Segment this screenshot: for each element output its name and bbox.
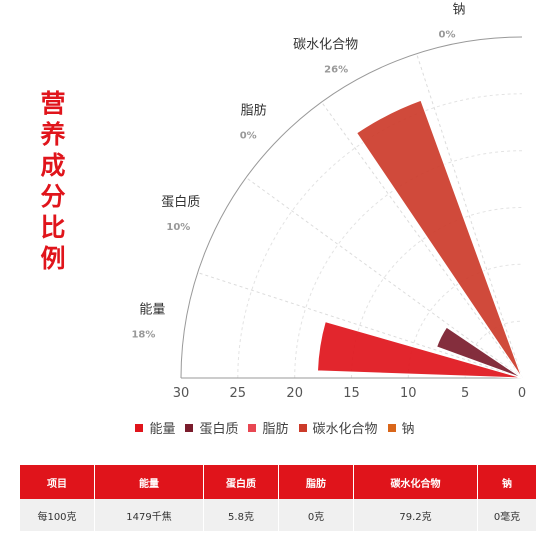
nutrition-table: 项目 能量 蛋白质 脂肪 碳水化合物 钠 每100克 1479千焦 5.8克 0… [20, 465, 536, 531]
legend-swatch [387, 423, 396, 432]
table-cell: 5.8克 [203, 499, 279, 531]
concentric-gridline [464, 320, 523, 379]
side-title-char: 营 [40, 89, 66, 118]
legend-swatch [248, 423, 257, 432]
category-label: 碳水化合物 [293, 37, 358, 52]
category-label: 蛋白质 [161, 194, 200, 210]
legend-label: 脂肪 [262, 422, 289, 437]
table-cell: 0毫克 [477, 499, 536, 531]
table-cell: 0克 [278, 499, 354, 531]
table-cell: 每100克 [20, 499, 95, 531]
legend-item[interactable]: 蛋白质 [185, 418, 238, 437]
radial-tick-label: 10 [400, 386, 417, 401]
concentric-gridline [237, 93, 523, 379]
side-title-char: 例 [40, 244, 66, 273]
side-title-char: 比 [40, 213, 66, 242]
polar-bar-chart: 30 25 20 15 10 5 0 能量 18% 蛋白质 10% 脂肪 0% 碳水化合物 26% 钠 0% [131, 2, 526, 401]
percent-label: 18% [131, 330, 155, 341]
side-title-char: 成 [40, 151, 66, 180]
bar-2 [435, 326, 523, 379]
radial-gridline [197, 272, 523, 379]
side-title-char: 分 [40, 182, 66, 211]
table-row: 每100克 1479千焦 5.8克 0克 79.2克 0毫克 [20, 499, 536, 531]
table-cell: 1479千焦 [94, 499, 204, 531]
table-header-cell: 脂肪 [278, 465, 354, 499]
table-header-cell: 蛋白质 [203, 465, 279, 499]
radial-tick-label: 0 [518, 386, 526, 401]
legend-swatch [135, 423, 144, 432]
table-header-row: 项目 能量 蛋白质 脂肪 碳水化合物 钠 [20, 465, 536, 499]
radial-tick-label: 20 [286, 386, 303, 401]
percent-label: 10% [166, 222, 190, 233]
table-header-cell: 钠 [477, 465, 536, 499]
legend-swatch [298, 423, 307, 432]
legend-label: 碳水化合物 [312, 422, 378, 437]
radial-tick-label: 30 [173, 386, 190, 401]
legend-item[interactable]: 脂肪 [248, 418, 289, 437]
radial-tick-label: 15 [343, 386, 360, 401]
radial-gridline [321, 101, 523, 379]
bar-4 [356, 99, 523, 379]
legend-label: 蛋白质 [199, 422, 239, 437]
side-title-char: 养 [40, 120, 66, 149]
table-cell: 79.2克 [353, 499, 478, 531]
legend-item[interactable]: 能量 [135, 418, 175, 437]
chart-legend: 能量 蛋白质 脂肪 碳水化合物 钠 [0, 418, 550, 437]
category-label: 能量 [139, 303, 165, 318]
legend-label: 钠 [401, 422, 415, 437]
percent-label: 26% [324, 64, 348, 75]
bar-1 [316, 320, 523, 379]
table-header-cell: 项目 [20, 465, 95, 499]
radial-tick-label: 25 [230, 386, 247, 401]
outer-arc [180, 36, 523, 379]
legend-label: 能量 [149, 422, 176, 437]
radial-gridline [245, 177, 523, 379]
table-header-cell: 碳水化合物 [353, 465, 478, 499]
table-header-cell: 能量 [94, 465, 204, 499]
category-label: 钠 [452, 2, 465, 17]
radial-tick-label: 5 [461, 386, 469, 401]
legend-swatch [185, 423, 194, 432]
percent-label: 0% [240, 131, 257, 142]
side-title: 营 养 成 分 比 例 [36, 88, 70, 274]
legend-item[interactable]: 钠 [387, 418, 415, 437]
legend-item[interactable]: 碳水化合物 [298, 418, 378, 437]
percent-label: 0% [439, 29, 456, 40]
category-label: 脂肪 [241, 103, 267, 119]
